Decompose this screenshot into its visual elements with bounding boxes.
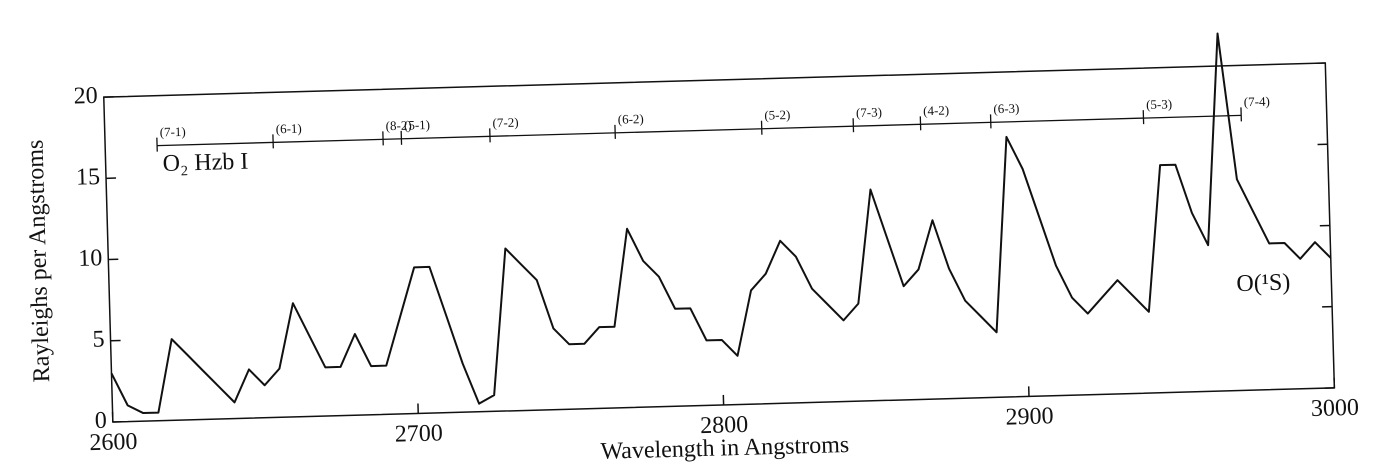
band-label: (6-2) (618, 111, 644, 127)
y-tick-label: 0 (94, 408, 107, 434)
band-line (157, 114, 1242, 147)
x-axis-label: Wavelength in Angstroms (600, 432, 849, 464)
band-label: (7-1) (159, 124, 185, 140)
y-tick-label: 10 (78, 245, 103, 272)
plot-frame (103, 62, 1336, 423)
band-label: (7-2) (492, 115, 518, 131)
band-label: (5-2) (764, 107, 790, 123)
x-tick-label: 3000 (1311, 395, 1360, 422)
y-tick-label: 5 (92, 326, 105, 352)
band-label: (6-3) (993, 101, 1019, 117)
y-axis-label: Rayleighs per Angstroms (22, 139, 55, 382)
band-label: (8-2) (385, 118, 411, 134)
spectrum-line (110, 32, 1332, 415)
band-label: (6-1) (276, 121, 302, 137)
y-tick-label: 15 (76, 164, 101, 191)
x-tick-label: 2800 (700, 412, 749, 439)
band-label: (4-2) (923, 103, 949, 119)
x-tick-label: 2700 (394, 420, 443, 447)
annotation: O(¹S) (1236, 270, 1291, 298)
band-label: (7-3) (856, 104, 882, 120)
band-label: (7-4) (1244, 94, 1270, 110)
x-tick-label: 2600 (89, 429, 138, 456)
band-label: (5-1) (404, 117, 430, 133)
plot: Wavelength in Angstroms Rayleighs per An… (22, 32, 1360, 464)
y-tick-label: 20 (73, 83, 98, 110)
x-tick-label: 2900 (1005, 403, 1054, 430)
band-label: (5-3) (1146, 96, 1172, 112)
annotation: O₂ Hzb I (162, 149, 248, 177)
